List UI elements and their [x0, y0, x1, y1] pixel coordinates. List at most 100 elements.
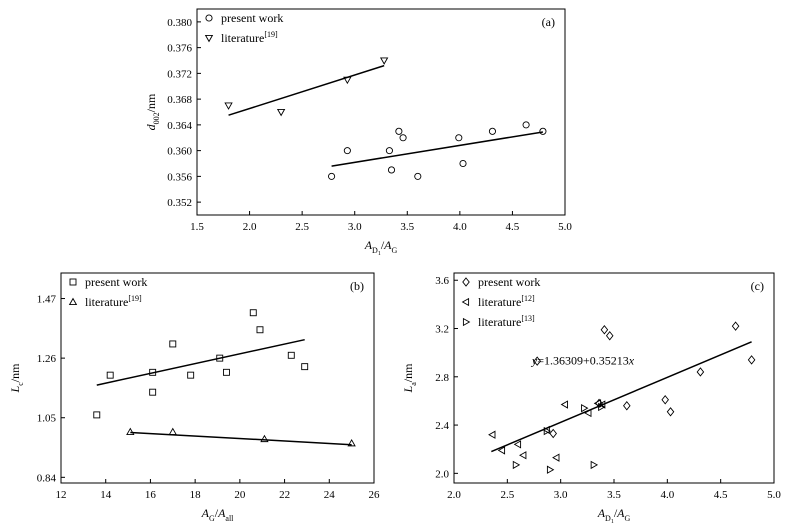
panel-a-data-point: [343, 76, 352, 85]
panel-b-data-point: [260, 434, 269, 443]
y-tick-label: 0.364: [167, 120, 192, 132]
panel-b-chart: 12 14 16 18 20 22 24 26 0.84 1.05 1.26 1.47 AG/Aall L…: [8, 272, 381, 523]
x-tick-label: 22: [279, 489, 290, 501]
y-tick-label: 2.4: [435, 420, 449, 432]
panel-b-data-point: [169, 340, 177, 348]
panel-c-data-point: [598, 402, 606, 412]
panel-a-data-point: [399, 134, 407, 142]
panel-c-data-point: [497, 446, 506, 455]
y-tick-label: 0.376: [167, 43, 192, 55]
panel-c-chart: 2.0 2.5 3.0 3.5 4.0 4.5 5.0 2.0 2.4 2.8 3.2 3.6 AD1/…: [401, 272, 781, 525]
y-tick-label: 1.26: [37, 353, 57, 365]
panel-c-data-point: [488, 430, 496, 439]
x-tick-label: 3.5: [400, 221, 414, 233]
y-tick-label: 0.352: [167, 197, 192, 209]
panel-c-data-point: [584, 408, 592, 418]
panel-c-legend-label: literature[12]: [478, 294, 535, 309]
y-tick-label: 0.368: [167, 94, 192, 106]
y-tick-label: 3.6: [435, 275, 449, 287]
x-tick-label: 2.5: [295, 221, 309, 233]
panel-b-fit-line-1: [96, 338, 305, 386]
panel-a-data-point: [379, 57, 389, 65]
panel-b-data-point: [149, 368, 157, 376]
y-tick-label: 2.0: [435, 468, 449, 480]
panel-c-data-point: [666, 407, 675, 417]
x-tick-label: 4.5: [506, 221, 520, 233]
x-tick-label: 3.0: [554, 489, 568, 501]
panel-b-data-point: [347, 438, 356, 447]
panel-a-frame: [196, 8, 566, 216]
panel-b-data-point: [168, 427, 177, 435]
x-tick-label: 14: [100, 489, 112, 501]
y-tick-label: 2.8: [435, 372, 449, 384]
panel-a-data-point: [343, 147, 351, 155]
panel-c-data-point: [623, 401, 631, 411]
x-tick-label: 2.0: [447, 489, 461, 501]
x-tick-label: 4.0: [453, 221, 467, 233]
panel-c-label: (c): [751, 279, 764, 293]
panel-b-y-axis-label: Lc/nm: [8, 363, 25, 394]
x-tick-label: 5.0: [767, 489, 781, 501]
panel-c-data-point: [731, 321, 740, 331]
panel-c-x-axis-label: AD1/AG: [597, 506, 631, 524]
panel-b-data-point: [249, 309, 257, 317]
panel-c-data-point: [747, 355, 756, 365]
panel-c-data-point: [542, 425, 550, 435]
panel-a-legend-marker: [205, 14, 213, 22]
panel-c-data-point: [560, 400, 568, 409]
x-tick-label: 26: [369, 489, 381, 501]
panel-c-y-axis-label: La/nm: [401, 363, 418, 394]
panel-a-x-axis-label: AD1/AG: [364, 238, 398, 257]
x-tick-label: 16: [145, 489, 157, 501]
y-tick-label: 1.05: [37, 413, 57, 425]
panel-a-fit-line-2: [228, 64, 385, 116]
panel-a-data-point: [539, 127, 547, 135]
panel-b-legend-label: literature[19]: [85, 294, 142, 309]
panel-a-fit-line-1: [331, 131, 544, 167]
panel-a-data-point: [488, 127, 497, 135]
panel-a-data-point: [224, 102, 233, 110]
panel-a-data-point: [395, 127, 403, 135]
panel-a-data-point: [276, 108, 286, 117]
panel-a-data-point: [385, 147, 393, 155]
panel-a-data-point: [522, 121, 530, 129]
panel-c-data-point: [590, 460, 599, 470]
panel-a-data-point: [328, 172, 336, 180]
x-tick-label: 18: [190, 489, 202, 501]
panel-b-data-point: [301, 363, 309, 371]
x-tick-label: 5.0: [558, 221, 572, 233]
panel-b-data-point: [287, 351, 295, 359]
panel-b-data-point: [187, 371, 195, 379]
panel-c-data-point: [533, 356, 541, 366]
panel-c-fit-line-1: [491, 341, 752, 453]
panel-b-x-axis-label: AG/Aall: [201, 506, 235, 523]
x-tick-label: 4.5: [714, 489, 728, 501]
panel-c-data-point: [546, 465, 555, 474]
panel-c-data-point: [581, 404, 589, 413]
panel-c-equation-annotation: y=1.36309+0.35213x: [531, 354, 635, 368]
panel-b-legend-marker: [68, 297, 78, 306]
panel-c-legend-label: present work: [478, 275, 540, 289]
panel-c-data-point: [549, 428, 557, 439]
x-tick-label: 3.5: [607, 489, 621, 501]
panel-c-legend-marker: [462, 277, 470, 287]
x-tick-label: 24: [324, 489, 336, 501]
panel-a-data-point: [414, 172, 422, 180]
panel-b-label: (b): [350, 279, 364, 293]
panel-c-data-point: [513, 440, 522, 449]
panel-c-legend-marker: [461, 297, 470, 307]
y-tick-label: 0.380: [167, 17, 192, 29]
panel-a-legend-marker: [204, 34, 214, 43]
panel-a-y-axis-label: d002/nm: [144, 93, 161, 130]
x-tick-label: 12: [56, 489, 67, 501]
panel-b-data-point: [256, 326, 264, 334]
panel-a-data-point: [459, 159, 467, 168]
x-tick-label: 2.0: [243, 221, 257, 233]
panel-b-data-point: [149, 388, 157, 396]
x-tick-label: 3.0: [348, 221, 362, 233]
panel-c-data-point: [600, 325, 609, 335]
panel-b-data-point: [106, 371, 114, 379]
panel-b-legend-marker: [69, 278, 77, 286]
y-tick-label: 3.2: [435, 324, 449, 336]
